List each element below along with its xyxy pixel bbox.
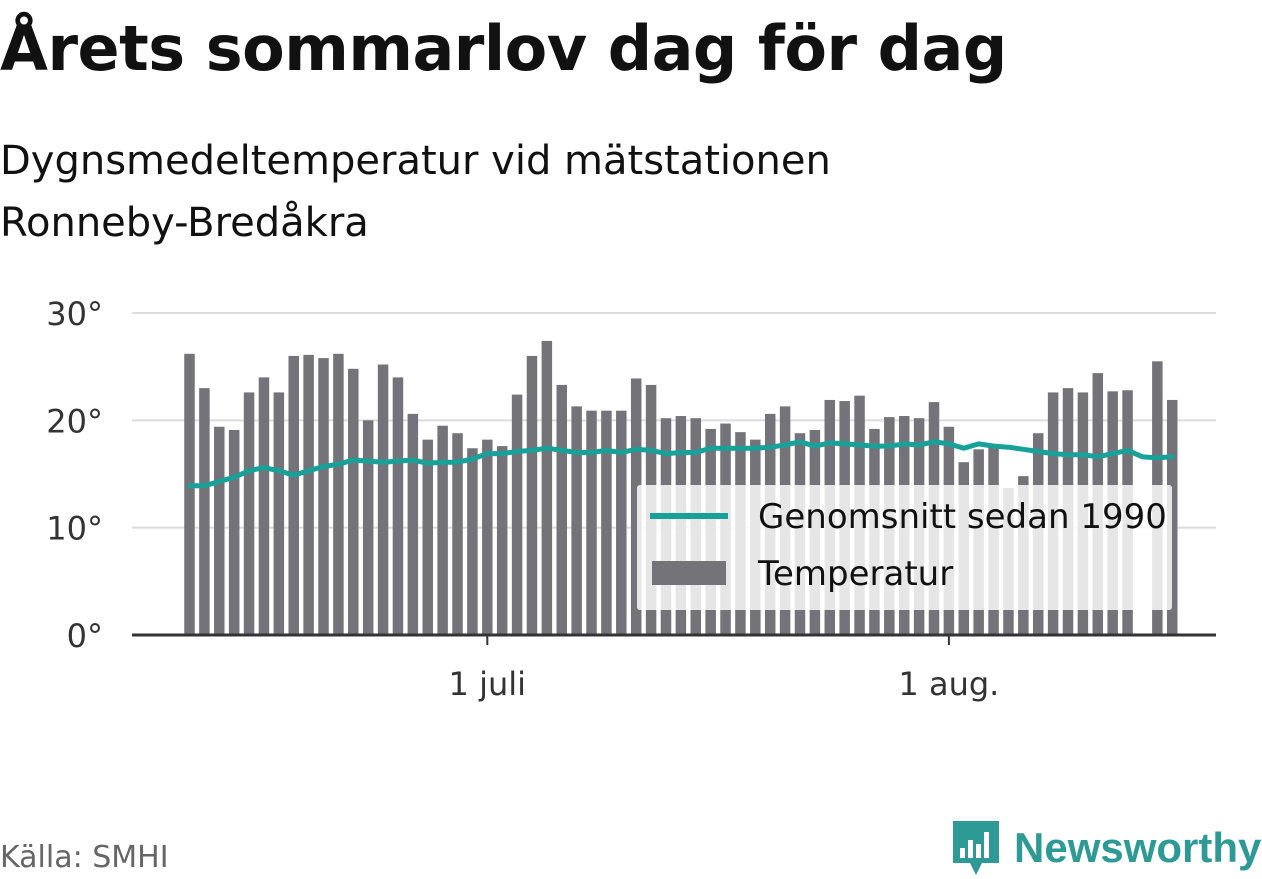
- bar: [556, 384, 567, 635]
- bar: [496, 446, 508, 635]
- y-tick-label: 20°: [46, 402, 103, 440]
- bar: [571, 406, 582, 635]
- bar: [511, 394, 523, 635]
- bar: [392, 377, 404, 635]
- legend-swatch-bar: [652, 561, 726, 585]
- bar: [333, 353, 344, 635]
- y-tick-label: 30°: [46, 295, 103, 333]
- brand-logo: Newsworthy: [950, 818, 1261, 878]
- chart-subtitle: Dygnsmedeltemperatur vid mätstationen Ro…: [0, 138, 831, 246]
- bar: [273, 392, 285, 635]
- bar: [407, 413, 419, 635]
- bar: [303, 354, 314, 635]
- bar: [482, 439, 493, 635]
- bar: [362, 420, 374, 635]
- temperature-chart: 0° 10° 20° 30° 1 juli 1 aug. Genomsnitt sedan …: [46, 295, 1216, 703]
- bar: [214, 426, 225, 635]
- bar-chart-logo-icon: [953, 821, 999, 875]
- bar: [184, 353, 195, 635]
- y-tick-label: 10°: [46, 510, 103, 548]
- bar: [348, 368, 359, 635]
- bar: [288, 355, 299, 635]
- bar: [377, 364, 389, 635]
- average-line: [187, 439, 1175, 489]
- bar: [422, 439, 433, 635]
- bar: [586, 410, 597, 635]
- bar: [228, 429, 240, 635]
- y-tick-label: 0°: [67, 617, 103, 655]
- bar: [601, 410, 612, 635]
- bar: [541, 340, 553, 635]
- bar: [616, 410, 627, 635]
- bar: [258, 377, 270, 635]
- legend-box: [637, 485, 1172, 610]
- bar: [318, 358, 329, 635]
- legend-label: Temperatur: [757, 554, 953, 594]
- source-note: Källa: SMHI: [0, 840, 169, 875]
- chart-title: Årets sommarlov dag för dag: [0, 12, 1007, 85]
- legend: Genomsnitt sedan 1990 Temperatur: [637, 485, 1172, 610]
- bar: [199, 388, 210, 635]
- bar: [1166, 399, 1178, 635]
- bar: [526, 355, 538, 635]
- x-tick-label: 1 aug.: [898, 665, 999, 703]
- x-tick-label: 1 juli: [449, 665, 526, 703]
- brand-name: Newsworthy: [1014, 824, 1262, 871]
- bar: [437, 425, 448, 635]
- bar: [452, 433, 463, 635]
- bar: [243, 392, 255, 635]
- bar: [630, 378, 642, 635]
- bar: [467, 448, 478, 635]
- legend-label: Genomsnitt sedan 1990: [758, 497, 1167, 537]
